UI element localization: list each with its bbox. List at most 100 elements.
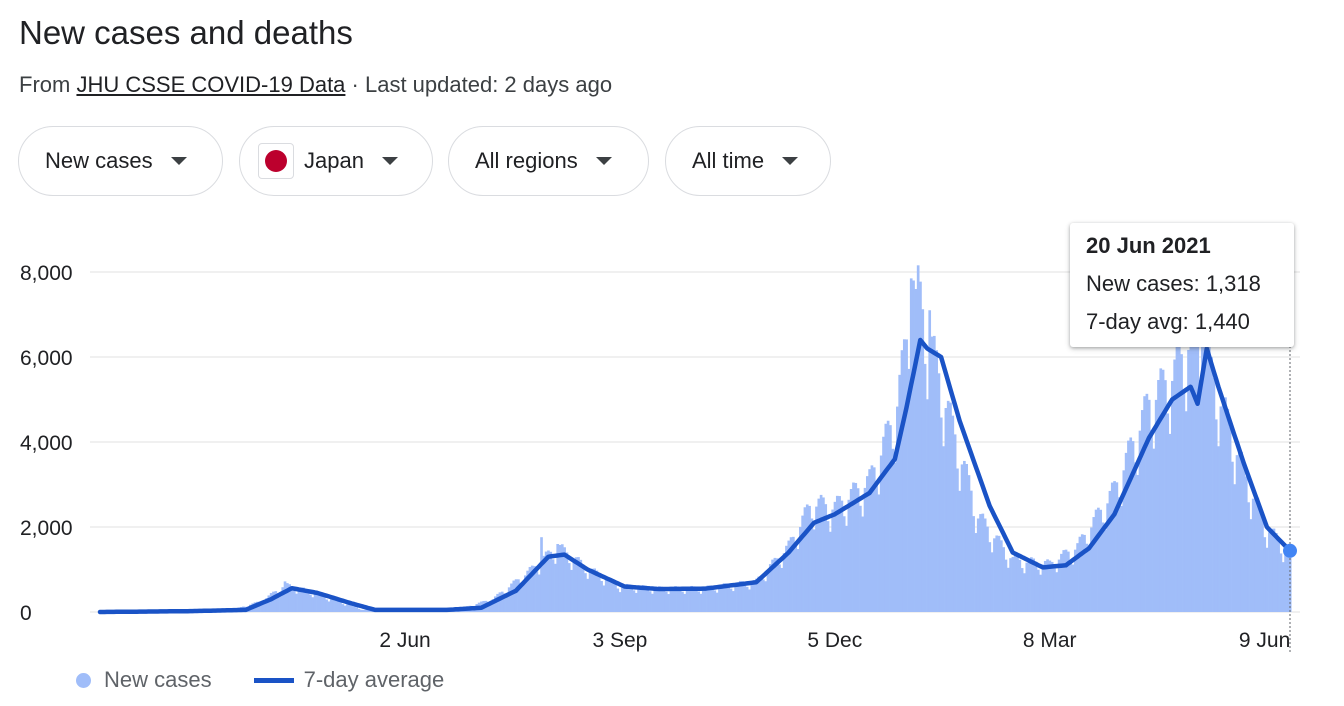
new-cases-bar: [597, 574, 601, 612]
new-cases-bar: [951, 415, 955, 612]
new-cases-bar: [896, 406, 899, 612]
new-cases-bar: [778, 564, 781, 612]
new-cases-bar: [1161, 369, 1165, 612]
new-cases-bar: [1152, 448, 1156, 612]
new-cases-bar: [565, 552, 569, 612]
seven-day-average-line: [97, 337, 1293, 615]
new-cases-bar: [535, 571, 539, 612]
new-cases-bar: [1101, 522, 1105, 612]
metric-dropdown[interactable]: New cases: [18, 126, 223, 196]
new-cases-bar: [279, 593, 282, 612]
new-cases-bar: [505, 594, 509, 612]
new-cases-bar: [759, 576, 763, 612]
new-cases-bar: [872, 467, 876, 612]
tooltip-new-cases: New cases: 1,318: [1086, 271, 1261, 296]
new-cases-bar: [808, 505, 811, 612]
new-cases-bar: [773, 557, 777, 612]
new-cases-bar: [854, 482, 858, 612]
new-cases-bar: [930, 336, 934, 612]
new-cases-bar: [794, 544, 798, 612]
new-cases-bar: [817, 498, 821, 612]
new-cases-bar: [309, 594, 312, 612]
new-cases-bar: [544, 551, 548, 612]
new-cases-bar: [956, 468, 959, 612]
y-tick-label: 6,000: [20, 347, 73, 370]
new-cases-bar: [260, 602, 264, 612]
new-cases-bar: [1071, 564, 1075, 612]
new-cases-bar: [350, 605, 354, 612]
country-dropdown[interactable]: Japan: [239, 126, 433, 196]
new-cases-bar: [625, 583, 629, 612]
new-cases-bar: [1261, 517, 1264, 612]
new-cases-bar: [1154, 399, 1158, 612]
new-cases-bar: [1030, 557, 1033, 612]
new-cases-bar: [963, 460, 966, 612]
new-cases-bar: [496, 593, 499, 612]
new-cases-bar: [1265, 547, 1269, 612]
new-cases-bar: [588, 570, 592, 612]
new-cases-bar: [567, 563, 571, 612]
new-cases-bar: [900, 350, 904, 612]
new-cases-bar: [718, 586, 721, 612]
new-cases-bar: [1281, 562, 1285, 612]
new-cases-bar: [979, 514, 982, 612]
new-cases-bar: [512, 580, 516, 612]
new-cases-bar: [510, 583, 513, 612]
new-cases-bar: [521, 584, 525, 612]
new-cases-bar: [286, 583, 289, 612]
new-cases-bar: [780, 567, 784, 612]
new-cases-bar: [919, 281, 922, 612]
period-dropdown[interactable]: All time: [665, 126, 831, 196]
new-cases-bar: [958, 490, 962, 612]
region-dropdown[interactable]: All regions: [448, 126, 649, 196]
new-cases-bar: [1009, 558, 1012, 612]
new-cases-bar: [664, 591, 668, 612]
new-cases-bar: [320, 594, 324, 612]
new-cases-bar: [1087, 548, 1091, 612]
new-cases-bar: [713, 590, 717, 612]
new-cases-bar: [1164, 380, 1167, 612]
new-cases-bar: [295, 593, 298, 612]
new-cases-bar: [491, 599, 495, 612]
new-cases-bar: [949, 402, 952, 612]
new-cases-bar: [1064, 549, 1068, 612]
new-cases-bar: [1249, 519, 1253, 612]
new-cases-bar: [1041, 564, 1045, 612]
new-cases-bar: [849, 488, 853, 612]
new-cases-bar: [660, 586, 663, 612]
new-cases-bar: [623, 584, 627, 612]
source-link[interactable]: JHU CSSE COVID-19 Data: [76, 72, 346, 97]
new-cases-bar: [1129, 437, 1133, 612]
new-cases-bar: [842, 516, 846, 612]
new-cases-bar: [792, 536, 795, 612]
new-cases-bar: [1076, 543, 1079, 612]
new-cases-bar: [810, 518, 814, 612]
new-cases-bar: [1140, 410, 1144, 612]
new-cases-bar: [637, 587, 640, 612]
new-cases-bar: [796, 549, 800, 612]
source-prefix: From: [19, 72, 71, 97]
period-dropdown-label: All time: [692, 148, 765, 173]
new-cases-bar: [554, 563, 557, 612]
new-cases-bar: [1067, 551, 1070, 612]
new-cases-bar: [258, 601, 261, 612]
new-cases-bar: [1011, 556, 1015, 612]
new-cases-bar: [493, 596, 497, 612]
new-cases-bar: [1258, 506, 1262, 612]
new-cases-bar: [1000, 540, 1003, 612]
new-cases-bar: [743, 582, 747, 612]
new-cases-bar: [715, 592, 719, 612]
new-cases-bar: [609, 578, 613, 612]
new-cases-bar: [1013, 555, 1017, 612]
new-cases-bar: [1157, 379, 1160, 612]
new-cases-bar: [870, 465, 874, 612]
new-cases-bar: [297, 589, 301, 612]
new-cases-bar: [976, 518, 980, 612]
new-cases-bar: [933, 335, 936, 612]
new-cases-bar: [600, 581, 603, 612]
new-cases-bar: [604, 579, 608, 612]
new-cases-bar: [722, 583, 726, 612]
new-cases-bar: [572, 559, 576, 612]
new-cases-bar: [1048, 560, 1052, 612]
